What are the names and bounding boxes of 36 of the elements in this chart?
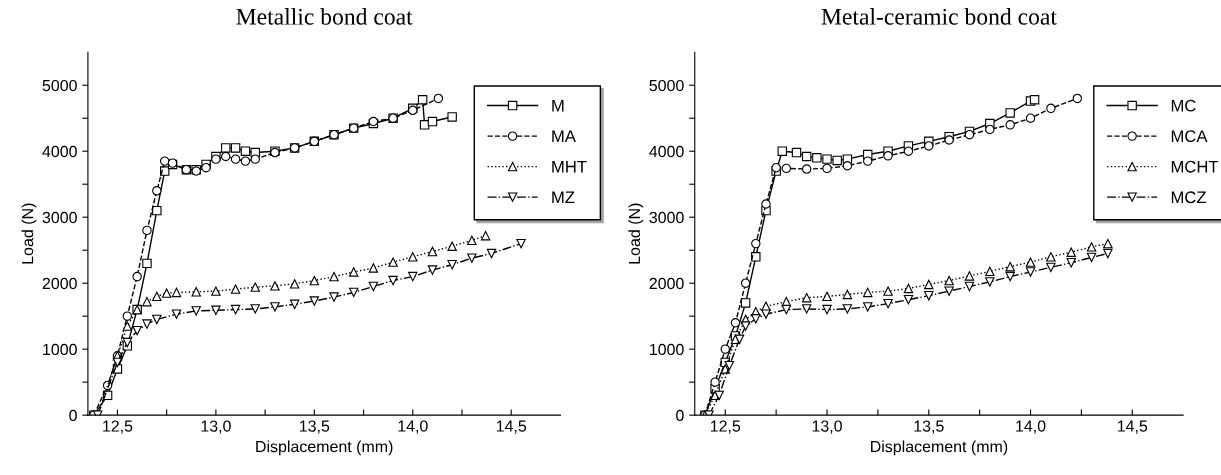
x-tick-label: 13,5: [300, 420, 330, 434]
x-tick-label: 14,5: [496, 420, 527, 434]
x-axis-title: Displacement (mm): [871, 440, 1008, 456]
y-axis-title: Load (N): [628, 203, 644, 264]
x-tick-label: 13,5: [914, 420, 944, 434]
x-tick-label: 13,0: [812, 420, 842, 434]
legend-label: M: [552, 99, 564, 112]
chart-title: Metal-ceramic bond coat: [821, 8, 1057, 25]
legend-label: MC: [1171, 99, 1196, 112]
y-tick-label: 3000: [42, 211, 77, 224]
y-tick-label: 1000: [43, 343, 77, 356]
x-tick-label: 13,0: [201, 420, 231, 434]
legend-label: MZ: [552, 191, 575, 204]
x-tick-label: 12,5: [103, 420, 133, 434]
y-tick-label: 4000: [42, 145, 77, 158]
y-tick-label: 0: [69, 409, 77, 422]
y-tick-label: 0: [676, 409, 684, 422]
legend-label: MCHT: [1171, 160, 1219, 173]
x-axis-title: Displacement (mm): [256, 440, 393, 456]
y-tick-label: 5000: [649, 79, 684, 92]
legend-label: MCA: [1171, 130, 1208, 143]
y-tick-label: 4000: [649, 145, 684, 158]
y-tick-label: 5000: [42, 79, 77, 92]
y-tick-label: 3000: [649, 211, 684, 224]
legend-label: MCZ: [1171, 191, 1207, 204]
legend-label: MA: [552, 130, 576, 142]
x-tick-label: 12,5: [710, 420, 741, 434]
x-tick-label: 14,0: [1016, 420, 1046, 434]
x-tick-label: 14,0: [398, 420, 428, 434]
y-axis-title: Load (N): [21, 203, 37, 264]
chart-title: Metallic bond coat: [236, 8, 413, 25]
y-tick-label: 1000: [650, 343, 684, 356]
legend-label: MHT: [552, 161, 587, 173]
y-tick-label: 2000: [42, 277, 77, 290]
y-tick-label: 2000: [649, 277, 684, 290]
x-tick-label: 14,5: [1117, 420, 1148, 434]
